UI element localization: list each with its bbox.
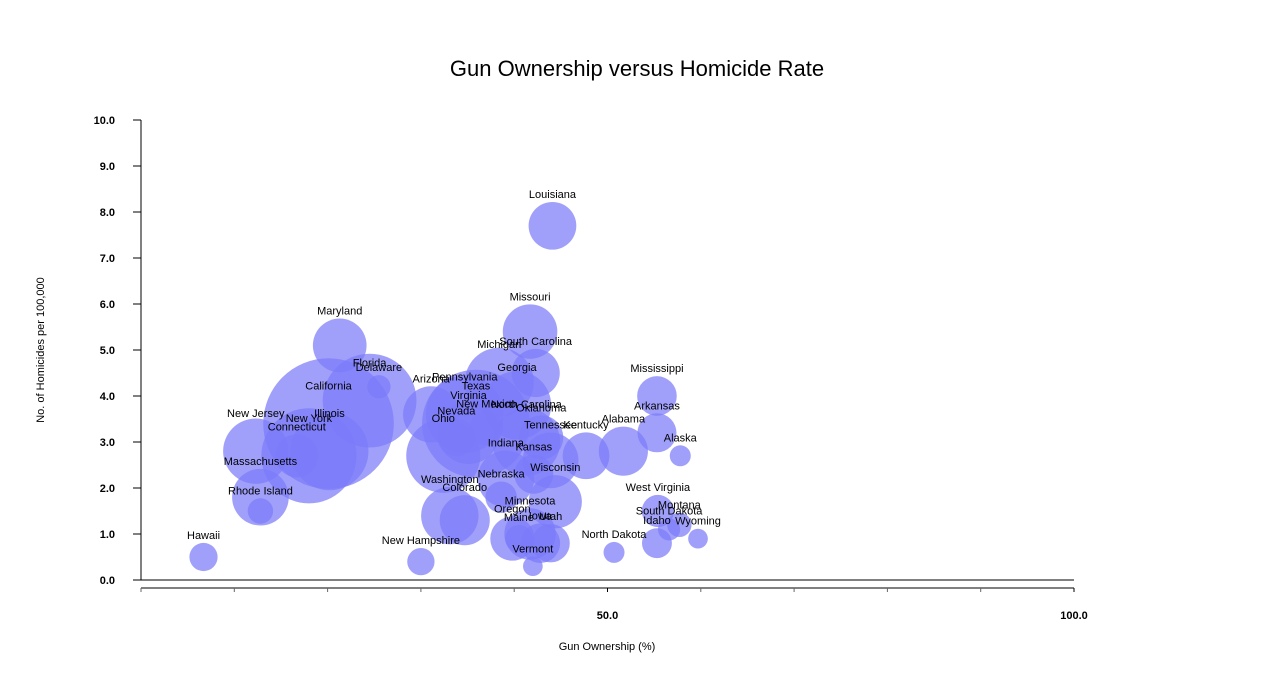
y-tick-label: 2.0 (100, 483, 115, 495)
bubble-point (505, 524, 533, 553)
bubble-label: Arizona (413, 373, 451, 385)
bubble-label: Delaware (356, 362, 402, 374)
y-axis-ticks: 0.0 1.0 2.0 3.0 4.0 5.0 6.0 7.0 8.0 9.0 10.0 (94, 115, 141, 587)
bubble-label: Texas (462, 381, 491, 393)
y-tick-label: 8.0 (100, 207, 115, 219)
bubble-point (637, 376, 677, 416)
bubble-point (511, 348, 560, 398)
bubble-label: Rhode Island (228, 485, 293, 497)
bubble-label: Wisconsin (530, 462, 580, 474)
bubble-point (514, 454, 554, 494)
bubble-label: Montana (658, 500, 702, 512)
bubble-label: Missouri (510, 291, 551, 303)
bubble-label: New York (286, 413, 333, 425)
bubble-label: Ohio (432, 413, 455, 425)
bubble-label: Mississippi (630, 363, 683, 375)
bubble-label: Arkansas (634, 400, 680, 412)
bubble-point (223, 418, 289, 484)
bubble-label: Pennsylvania (432, 371, 498, 383)
bubble-point (247, 498, 274, 524)
bubble-label: New Hampshire (382, 535, 460, 547)
bubble-label: Massachusetts (224, 456, 298, 468)
x-axis-ticks: 50.0 100.0 (140, 588, 1088, 622)
bubble-point (407, 547, 435, 576)
bubble-point (437, 418, 476, 457)
bubble-label: New Mexico (456, 398, 516, 410)
bubble-label: Louisiana (529, 189, 577, 201)
bubble-label: Maine (504, 512, 534, 524)
bubble-label: California (305, 381, 352, 393)
y-tick-label: 6.0 (100, 299, 115, 311)
bubble-point (189, 542, 218, 572)
y-tick-label: 9.0 (100, 161, 115, 173)
bubble-label: Illinois (314, 408, 345, 420)
bubble-label: Hawaii (187, 530, 220, 542)
bubble-label: Maryland (317, 306, 362, 318)
y-tick-label: 7.0 (100, 253, 115, 265)
bubble-point (528, 201, 577, 250)
bubble-label: Iowa (529, 510, 553, 522)
bubble-point (312, 318, 367, 373)
bubble-layer (189, 201, 708, 577)
bubble-point (367, 375, 391, 399)
bubble-label: Minnesota (505, 495, 557, 507)
bubble-label: Vermont (512, 543, 553, 555)
bubble-point (275, 434, 319, 478)
bubble-label: New Jersey (227, 408, 285, 420)
y-tick-label: 5.0 (100, 345, 115, 357)
y-axis-label: No. of Homicides per 100,000 (35, 277, 47, 423)
bubble-label: Oregon (494, 504, 531, 516)
bubble-label: Tennessee (524, 419, 577, 431)
bubble-point (562, 432, 610, 480)
y-tick-label: 3.0 (100, 437, 115, 449)
bubble-label: Connecticut (268, 421, 326, 433)
bubble-label: Colorado (442, 482, 487, 494)
bubble-label: Nebraska (478, 468, 526, 480)
bubble-point (637, 413, 677, 453)
bubble-label: Indiana (488, 437, 525, 449)
bubble-point (598, 426, 648, 476)
chart-title: Gun Ownership versus Homicide Rate (450, 56, 824, 81)
bubble-label: Alaska (664, 432, 698, 444)
bubble-point (688, 528, 708, 549)
x-tick-label: 50.0 (597, 610, 618, 622)
bubble-label: Virginia (450, 390, 487, 402)
bubble-point (485, 481, 517, 513)
bubble-point (469, 411, 504, 446)
y-tick-label: 10.0 (94, 115, 115, 127)
bubble-point (603, 541, 625, 563)
bubble-label: West Virginia (626, 482, 691, 494)
point-label-layer: Hawaii New Jersey Massachusetts Rhode Islan… (187, 189, 721, 555)
bubble-label: Alabama (602, 414, 646, 426)
bubble-point (519, 415, 564, 460)
bubble-label: Georgia (497, 362, 537, 374)
y-tick-label: 1.0 (100, 529, 115, 541)
bubble-label: Kansas (515, 442, 552, 454)
bubble-label: Wyoming (675, 516, 721, 528)
x-tick-label: 100.0 (1060, 610, 1088, 622)
bubble-point (439, 495, 490, 546)
bubble-label: Oklahoma (516, 402, 567, 414)
bubble-label: Kentucky (563, 419, 609, 431)
bubble-point (669, 445, 691, 467)
bubble-label: South Carolina (499, 336, 573, 348)
x-axis-label: Gun Ownership (%) (559, 641, 656, 653)
bubble-label: Idaho (643, 515, 671, 527)
bubble-label: Nevada (437, 406, 476, 418)
bubble-point (657, 518, 681, 541)
bubble-label: Michigan (477, 339, 521, 351)
bubble-point (523, 556, 543, 577)
bubble-point (531, 523, 570, 563)
y-tick-label: 4.0 (100, 391, 115, 403)
bubble-label: Washington (421, 474, 479, 486)
bubble-label: North Carolina (491, 399, 563, 411)
bubble-label: Utah (539, 511, 562, 523)
y-tick-label: 0.0 (100, 575, 115, 587)
bubble-label: Florida (353, 358, 388, 370)
bubble-label: North Dakota (582, 529, 648, 541)
bubble-point (232, 468, 289, 526)
bubble-label: South Dakota (636, 505, 704, 517)
bubble-point (502, 304, 558, 359)
